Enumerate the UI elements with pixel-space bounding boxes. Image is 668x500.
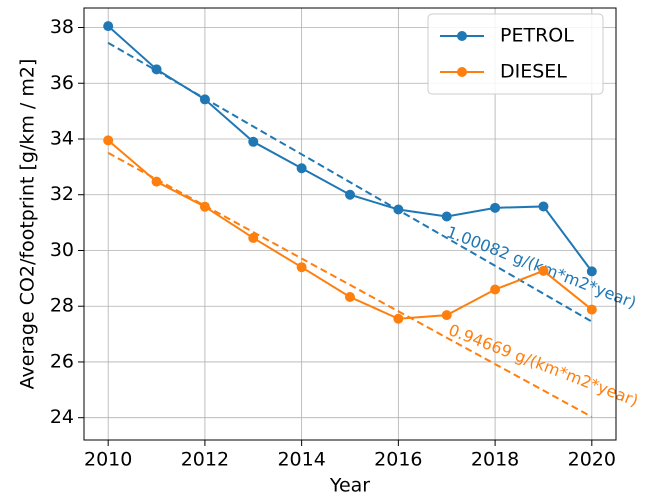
y-tick-label: 32 xyxy=(50,183,74,205)
legend-marker xyxy=(457,31,467,41)
data-point xyxy=(490,284,501,295)
x-tick-label: 2016 xyxy=(374,449,422,471)
x-tick-label: 2018 xyxy=(471,449,519,471)
y-tick-label: 24 xyxy=(50,406,74,428)
y-tick-label: 26 xyxy=(50,350,74,372)
data-point xyxy=(248,232,259,243)
data-point xyxy=(151,176,162,187)
data-point xyxy=(199,94,210,105)
data-point xyxy=(393,313,404,324)
x-tick-label: 2014 xyxy=(277,449,325,471)
x-tick-label: 2010 xyxy=(84,449,132,471)
data-point xyxy=(296,163,307,174)
legend-marker xyxy=(457,67,467,77)
data-point xyxy=(345,189,355,200)
series-line xyxy=(107,139,593,320)
data-point xyxy=(345,292,355,303)
y-axis-label: Average CO2/footprint [g/km / m2] xyxy=(17,59,39,390)
data-point xyxy=(586,304,597,315)
y-tick-label: 34 xyxy=(50,127,74,149)
y-tick-label: 28 xyxy=(50,295,74,317)
data-point xyxy=(296,262,307,273)
y-tick-label: 38 xyxy=(50,16,74,38)
data-point xyxy=(441,310,452,321)
x-axis-label: Year xyxy=(329,475,370,497)
data-point xyxy=(490,202,501,213)
legend-box xyxy=(427,13,604,95)
x-tick-label: 2020 xyxy=(568,449,616,471)
data-point xyxy=(538,265,549,276)
legend-label: DIESEL xyxy=(500,61,567,83)
data-point xyxy=(538,201,549,212)
legend-label: PETROL xyxy=(500,25,574,47)
data-point xyxy=(199,201,210,212)
data-point xyxy=(393,204,404,215)
data-point xyxy=(586,266,597,277)
data-point xyxy=(151,64,162,75)
y-tick-label: 30 xyxy=(50,239,74,261)
trend-line xyxy=(107,152,593,418)
data-point xyxy=(441,211,452,222)
plot-frame xyxy=(83,7,617,441)
y-tick-label: 36 xyxy=(50,72,74,94)
x-tick-label: 2012 xyxy=(181,449,229,471)
trend-label: 0.94669 g/(km*m2*year) xyxy=(446,320,641,410)
data-point xyxy=(103,21,114,32)
data-point xyxy=(103,135,114,146)
data-point xyxy=(248,136,259,147)
